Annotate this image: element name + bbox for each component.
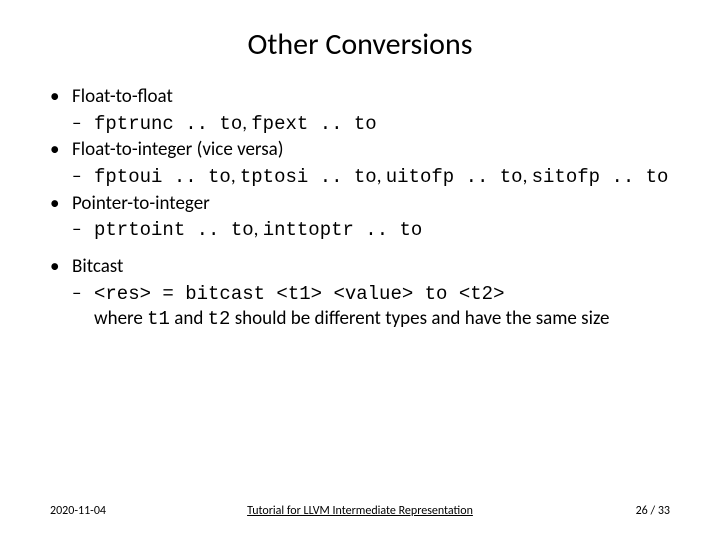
code-uitofp: uitofp .. to <box>386 166 523 188</box>
bullet-float-to-float: Float-to-float fptrunc .. to, fpext .. t… <box>50 85 670 136</box>
code-t1: t1 <box>147 308 170 330</box>
page-current: 26 <box>636 504 648 518</box>
code-t2: t2 <box>208 308 231 330</box>
bitcast-desc-1: where <box>94 307 147 330</box>
bullet-float-to-integer: Float-to-integer (vice versa) fptoui .. … <box>50 138 670 189</box>
sub-bullet: fptoui .. to, tptosi .. to, uitofp .. to… <box>72 165 670 190</box>
code-ptrtoint: ptrtoint .. to <box>94 219 254 241</box>
code-fpext: fpext .. to <box>251 113 376 135</box>
separator: , <box>242 112 251 135</box>
bullet-list-2: Bitcast <res> = bitcast <t1> <value> to … <box>50 255 670 331</box>
bitcast-desc-2: and <box>170 307 208 330</box>
code-tptosi: tptosi .. to <box>240 166 377 188</box>
page-number: 26 / 33 <box>636 504 670 518</box>
sub-bullet: fptrunc .. to, fpext .. to <box>72 112 670 137</box>
code-bitcast: <res> = bitcast <t1> <value> to <t2> <box>94 283 504 305</box>
separator: , <box>523 165 532 188</box>
bullet-bitcast: Bitcast <res> = bitcast <t1> <value> to … <box>50 255 670 331</box>
code-fptoui: fptoui .. to <box>94 166 231 188</box>
separator: , <box>231 165 240 188</box>
footer-title: Tutorial for LLVM Intermediate Represent… <box>0 504 720 518</box>
slide-title: Other Conversions <box>50 26 670 63</box>
sub-bullet: ptrtoint .. to, inttoptr .. to <box>72 218 670 243</box>
bullet-text: Bitcast <box>72 255 123 278</box>
page-sep: / <box>648 504 658 518</box>
bullet-pointer-to-integer: Pointer-to-integer ptrtoint .. to, intto… <box>50 192 670 243</box>
code-inttoptr: inttoptr .. to <box>263 219 423 241</box>
bitcast-desc-3: should be different types and have the s… <box>230 307 609 330</box>
bullet-list: Float-to-float fptrunc .. to, fpext .. t… <box>50 85 670 243</box>
separator: , <box>377 165 386 188</box>
bullet-text: Float-to-integer (vice versa) <box>72 138 284 161</box>
page-total: 33 <box>658 504 670 518</box>
sub-bullet: <res> = bitcast <t1> <value> to <t2> whe… <box>72 282 670 331</box>
code-fptrunc: fptrunc .. to <box>94 113 242 135</box>
code-sitofp: sitofp .. to <box>532 166 669 188</box>
slide-footer: 2020-11-04 Tutorial for LLVM Intermediat… <box>0 504 720 518</box>
bullet-text: Float-to-float <box>72 85 173 108</box>
bullet-text: Pointer-to-integer <box>72 192 210 215</box>
footer-date: 2020-11-04 <box>50 504 106 518</box>
separator: , <box>254 218 263 241</box>
